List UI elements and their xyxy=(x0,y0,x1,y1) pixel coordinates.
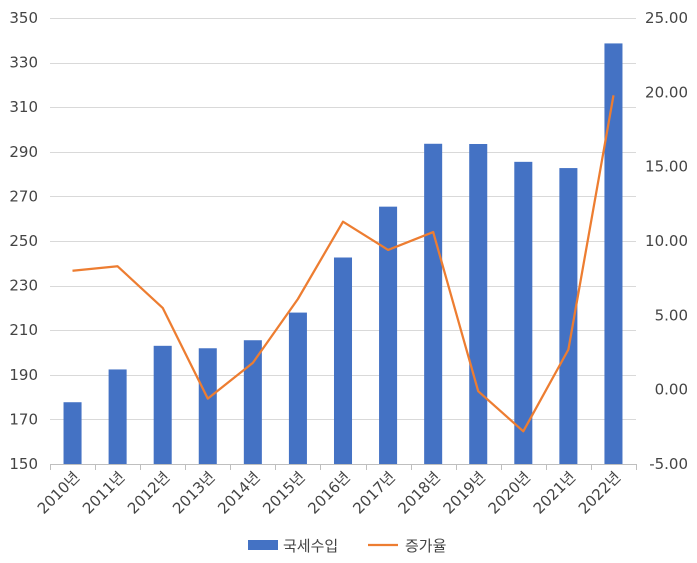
left-tick-label: 230 xyxy=(9,277,38,295)
bar xyxy=(288,312,307,464)
x-tick-label: 2010년 xyxy=(34,468,83,517)
bar xyxy=(604,43,623,465)
bar xyxy=(424,143,443,464)
x-axis-ticks: 2010년2011년2012년2013년2014년2015년2016년2017년… xyxy=(34,468,624,517)
bar xyxy=(559,168,578,465)
legend: 국세수입 증가율 xyxy=(248,537,446,555)
x-tick-label: 2017년 xyxy=(349,468,398,517)
x-tick-label: 2012년 xyxy=(124,468,173,517)
right-axis-ticks: -5.00 0.00 5.00 10.00 15.00 20.00 25.00 xyxy=(645,9,688,473)
x-tick-label: 2019년 xyxy=(440,468,489,517)
bar xyxy=(333,257,353,464)
bar xyxy=(514,161,533,464)
legend-swatch-bar xyxy=(248,540,278,550)
left-tick-label: 290 xyxy=(9,143,38,161)
x-tick-label: 2018년 xyxy=(394,468,443,517)
legend-label-bar: 국세수입 xyxy=(283,537,338,555)
left-axis-ticks: 150 170 190 210 230 250 270 290 310 330 350 xyxy=(9,9,38,473)
left-tick-label: 330 xyxy=(9,54,38,72)
x-tick-label: 2013년 xyxy=(169,468,218,517)
legend-label-line: 증가율 xyxy=(405,537,446,555)
right-tick-label: 10.00 xyxy=(645,232,688,250)
x-tick-label: 2020년 xyxy=(485,468,534,517)
left-tick-label: 170 xyxy=(9,410,38,428)
right-tick-label: 20.00 xyxy=(645,83,688,101)
left-tick-label: 250 xyxy=(9,232,38,250)
x-tick-label: 2015년 xyxy=(259,468,308,517)
x-tick-label: 2021년 xyxy=(530,468,579,517)
bar xyxy=(469,143,488,464)
x-tick-label: 2016년 xyxy=(304,468,353,517)
bar xyxy=(63,402,82,464)
left-tick-label: 210 xyxy=(9,321,38,339)
left-tick-label: 350 xyxy=(9,9,38,27)
right-tick-label: 0.00 xyxy=(655,381,688,399)
bar xyxy=(108,369,127,464)
bar xyxy=(243,340,262,464)
right-tick-label: 25.00 xyxy=(645,9,688,27)
left-tick-label: 190 xyxy=(9,366,38,384)
x-tick-label: 2014년 xyxy=(214,468,263,517)
x-tick-label: 2011년 xyxy=(79,468,128,517)
x-tick-label: 2022년 xyxy=(575,468,624,517)
right-tick-label: 5.00 xyxy=(655,306,688,324)
axes xyxy=(50,464,637,470)
bar xyxy=(198,348,217,464)
left-tick-label: 270 xyxy=(9,187,38,205)
right-tick-label: 15.00 xyxy=(645,158,688,176)
line-series xyxy=(72,95,615,433)
left-tick-label: 310 xyxy=(9,98,38,116)
bar-series xyxy=(63,43,623,465)
right-tick-label: -5.00 xyxy=(649,455,688,473)
left-tick-label: 150 xyxy=(9,455,38,473)
bar xyxy=(153,345,172,464)
bar xyxy=(379,206,398,464)
